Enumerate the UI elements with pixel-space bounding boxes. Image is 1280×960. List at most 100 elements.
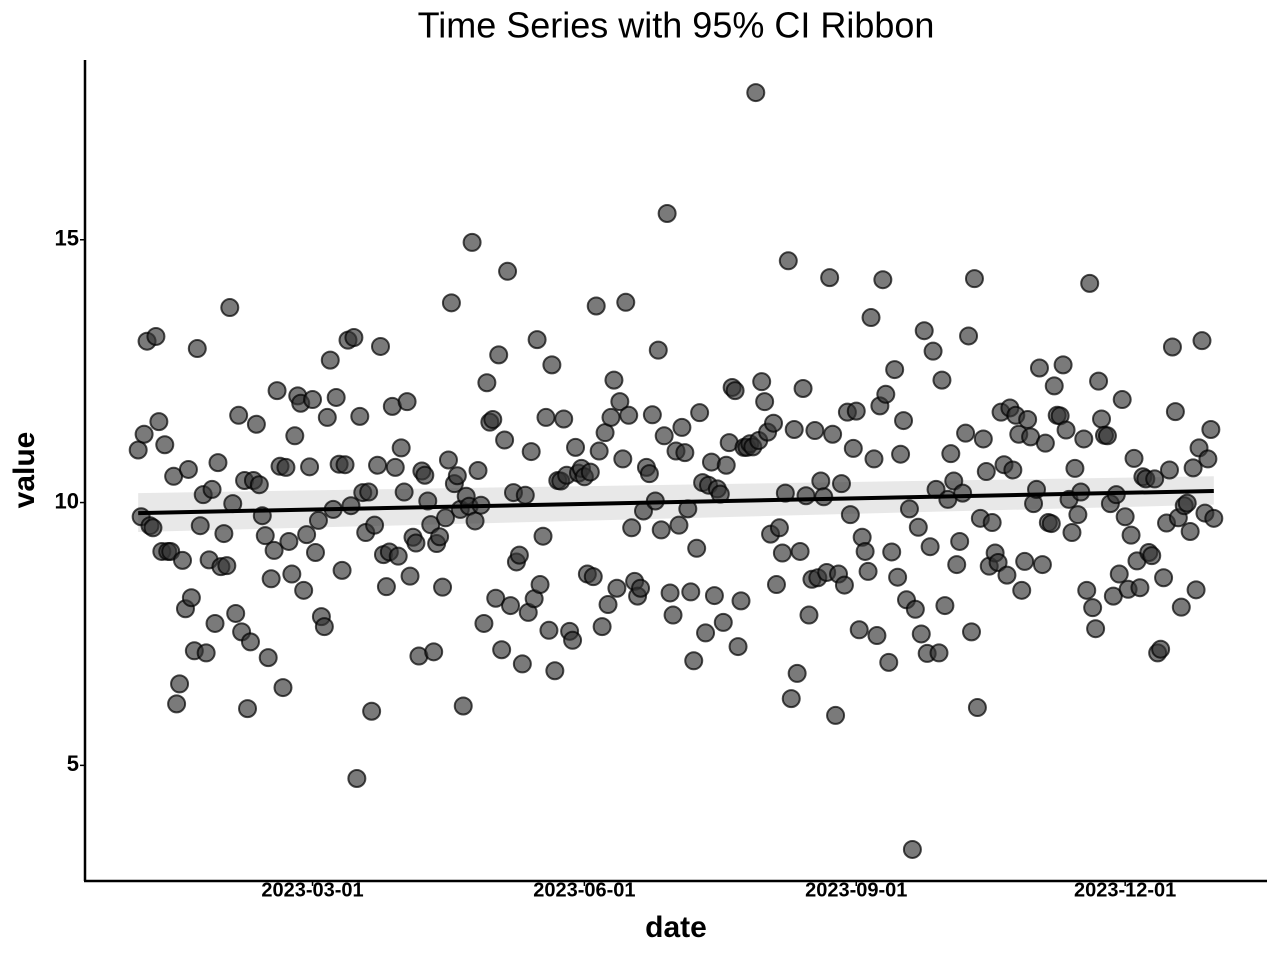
data-point xyxy=(914,321,934,341)
data-point xyxy=(1056,420,1076,440)
data-point xyxy=(684,651,704,671)
data-point xyxy=(173,550,193,570)
data-point xyxy=(876,384,896,404)
data-point xyxy=(240,632,260,652)
data-point xyxy=(929,643,949,663)
data-point xyxy=(846,401,866,421)
data-point xyxy=(424,642,444,662)
data-point xyxy=(687,538,707,558)
data-point xyxy=(873,270,893,290)
data-point xyxy=(843,438,863,458)
data-point xyxy=(187,339,207,359)
data-point xyxy=(391,438,411,458)
data-point xyxy=(1180,521,1200,541)
data-point xyxy=(858,561,878,581)
data-point xyxy=(997,565,1017,585)
data-point xyxy=(1177,493,1197,513)
data-point xyxy=(840,505,860,525)
data-point xyxy=(376,577,396,597)
data-point xyxy=(1053,355,1073,375)
data-point xyxy=(492,640,512,660)
data-point xyxy=(415,465,435,485)
data-point xyxy=(539,620,559,640)
data-point xyxy=(430,527,450,547)
data-point xyxy=(755,392,775,412)
data-point xyxy=(1089,371,1109,391)
data-point xyxy=(651,520,671,540)
data-point xyxy=(1109,564,1129,584)
data-point xyxy=(279,531,299,551)
data-point xyxy=(778,251,798,271)
data-point xyxy=(1077,580,1097,600)
data-point xyxy=(731,591,751,611)
data-point xyxy=(178,459,198,479)
data-point xyxy=(805,421,825,441)
data-point xyxy=(894,411,914,431)
data-point xyxy=(303,390,323,410)
data-point xyxy=(128,440,148,460)
data-point xyxy=(462,232,482,252)
data-point xyxy=(385,457,405,477)
data-point xyxy=(190,516,210,536)
data-point xyxy=(746,83,766,103)
data-point xyxy=(1154,568,1174,588)
data-point xyxy=(654,426,674,446)
data-point xyxy=(536,407,556,427)
data-point xyxy=(477,373,497,393)
data-point xyxy=(498,261,518,281)
data-point xyxy=(855,541,875,561)
data-point xyxy=(610,392,630,412)
data-point xyxy=(527,330,547,350)
data-point xyxy=(823,424,843,444)
data-point xyxy=(1130,578,1150,598)
data-point xyxy=(639,464,659,484)
x-axis-label: date xyxy=(645,911,707,944)
data-point xyxy=(308,510,328,530)
data-point xyxy=(238,699,258,719)
data-point xyxy=(648,340,668,360)
data-point xyxy=(388,546,408,566)
data-point xyxy=(1162,337,1182,357)
data-point xyxy=(542,355,562,375)
data-point xyxy=(787,663,807,683)
data-point xyxy=(953,483,973,503)
data-point xyxy=(397,392,417,412)
data-point xyxy=(314,617,334,637)
data-point xyxy=(1015,551,1035,571)
data-point xyxy=(598,595,618,615)
data-point xyxy=(495,430,515,450)
data-point xyxy=(501,596,521,616)
x-tick-label: 2023-12-01 xyxy=(1074,879,1176,901)
data-point xyxy=(769,518,789,538)
data-point xyxy=(255,526,275,546)
data-point xyxy=(675,443,695,463)
data-point xyxy=(1186,580,1206,600)
data-point xyxy=(1018,410,1038,430)
data-point xyxy=(1035,433,1055,453)
data-point xyxy=(436,508,456,528)
data-point xyxy=(229,405,249,425)
data-point xyxy=(297,525,317,545)
data-point xyxy=(1062,523,1082,543)
data-point xyxy=(849,620,869,640)
data-point xyxy=(988,552,1008,572)
data-point xyxy=(672,417,692,437)
data-point xyxy=(1171,597,1191,617)
data-point xyxy=(554,409,574,429)
data-point xyxy=(669,515,689,535)
data-point xyxy=(368,455,388,475)
data-point xyxy=(332,560,352,580)
data-point xyxy=(592,617,612,637)
data-point xyxy=(1083,598,1103,618)
data-point xyxy=(580,462,600,482)
data-point xyxy=(433,577,453,597)
data-point xyxy=(826,705,846,725)
data-point xyxy=(294,580,314,600)
data-point xyxy=(335,455,355,475)
data-point xyxy=(347,769,367,789)
data-point xyxy=(474,613,494,633)
data-point xyxy=(1029,358,1049,378)
plot-area xyxy=(128,83,1224,859)
data-point xyxy=(371,336,390,356)
data-point xyxy=(586,296,606,316)
